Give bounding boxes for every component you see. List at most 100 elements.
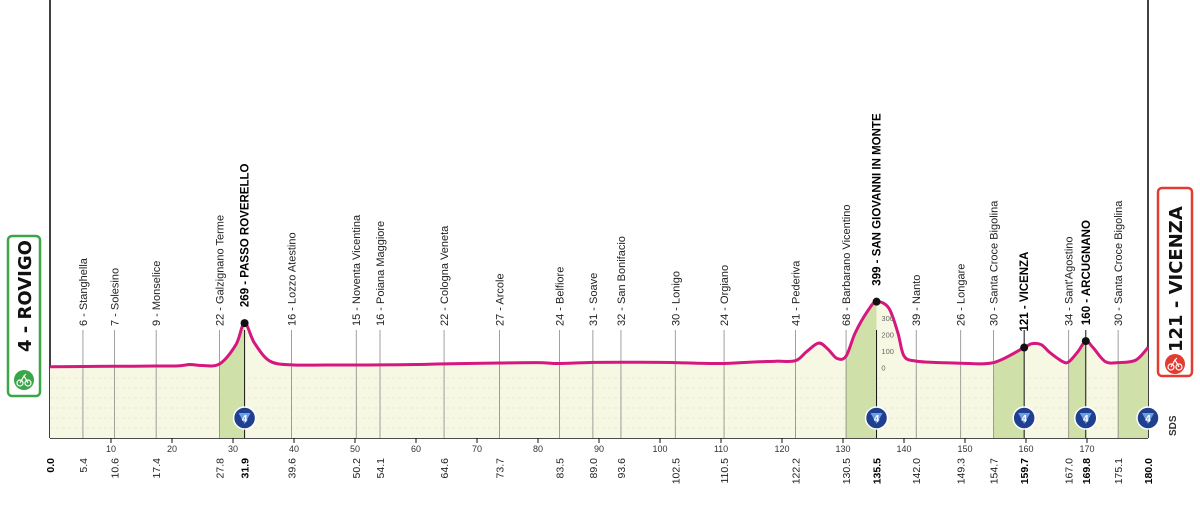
waypoint-label: 22 - Galzignano Terme [215, 215, 227, 326]
start-badge-frame [6, 234, 42, 398]
waypoint-labels-layer: 6 - Stanghella 7 - Solesino 9 - Monselice 2… [78, 113, 1125, 352]
km-tick-label: 150 [957, 444, 972, 454]
start-badge: 4 - ROVIGO [6, 234, 42, 398]
climb-category-label: 4 [1021, 414, 1027, 425]
inset-scale-label: 100 [881, 347, 894, 356]
start-location-label: 4 - ROVIGO [15, 240, 36, 352]
km-tick-label: 80 [533, 444, 543, 454]
distance-label: 110.5 [719, 458, 731, 484]
distance-label: 31.9 [240, 458, 252, 479]
km-tick-label: 130 [835, 444, 850, 454]
climb-summit-label: 269 - PASSO ROVERELLO [240, 163, 252, 307]
distance-label: 17.4 [151, 458, 163, 479]
climb-category-label: 4 [1145, 414, 1151, 425]
summit-point [1020, 343, 1029, 352]
waypoint-label: 68 - Barbarano Vicentino [841, 205, 853, 327]
distance-label: 159.7 [1019, 458, 1031, 484]
distance-label: 39.6 [287, 458, 299, 479]
waypoint-label: 16 - Poiana Maggiore [375, 221, 387, 326]
distance-labels-layer: 0.0 5.4 10.6 17.4 27.8 31.9 39.6 50.2 54.1 64.6 73… [45, 458, 1155, 484]
waypoint-label: 6 - Stanghella [78, 257, 90, 326]
finish-badge-frame [1156, 186, 1194, 378]
climb-triangle-icon [1079, 413, 1092, 424]
distance-label: 54.1 [375, 458, 387, 479]
start-cyclist-wheel-icon [24, 379, 32, 387]
climb-triangle-icon [1142, 413, 1154, 424]
climb-category-marker: 4 [1012, 406, 1036, 430]
distance-label: 5.4 [78, 458, 90, 473]
inset-scale-label: 0 [881, 364, 885, 373]
km-tick-label: 110 [714, 444, 728, 454]
inset-scale: 300 200 100 0 [881, 314, 894, 373]
waypoint-label: 41 - Pederiva [790, 260, 802, 326]
distance-label: 154.7 [989, 458, 1001, 484]
distance-label: 142.0 [911, 458, 923, 484]
start-cyclist-wheel-icon [16, 379, 24, 387]
waypoint-label: 39 - Nanto [911, 275, 923, 326]
waypoint-label: 15 - Noventa Vicentina [351, 214, 363, 326]
distance-label: 167.0 [1064, 458, 1076, 484]
distance-label: 130.5 [841, 458, 853, 484]
km-tick-label: 30 [228, 444, 238, 454]
climb-triangle-icon [1018, 413, 1031, 424]
distance-label: 102.5 [670, 458, 682, 484]
waypoint-label: 16 - Lozzo Atestino [287, 232, 299, 326]
waypoint-label: 9 - Monselice [151, 261, 163, 326]
waypoint-label: 24 - Orgiano [719, 265, 731, 326]
distance-label: 83.5 [554, 458, 566, 479]
climb-triangle-icon [238, 413, 251, 424]
finish-cyclist-wheel-icon [1167, 363, 1175, 371]
climb-summit-label: 121 - VICENZA [1019, 252, 1031, 332]
waypoint-label: 34 - Sant'Agostino [1064, 236, 1076, 326]
climb-category-marker: 4 [232, 406, 257, 430]
finish-badge: 121 - VICENZA [1156, 186, 1194, 378]
distance-label: 73.7 [495, 458, 507, 479]
finish-cyclist-frame-icon [1170, 357, 1180, 368]
climb-category-label: 4 [874, 414, 880, 425]
distance-label: 89.0 [588, 458, 600, 479]
waypoint-label: 30 - Santa Croce Bigolina [1113, 200, 1125, 326]
climb-summit-label: 160 - ARCUGNANO [1081, 220, 1093, 325]
distance-label: 0.0 [45, 458, 57, 473]
climb-category-label: 4 [242, 414, 248, 425]
summit-point [240, 319, 249, 328]
waypoint-label: 30 - Santa Croce Bigolina [989, 200, 1001, 326]
distance-label: 180.0 [1143, 458, 1155, 484]
climb-summit-label: 399 - SAN GIOVANNI IN MONTE [872, 113, 884, 286]
inset-scale-label: 300 [881, 314, 894, 323]
climb-category-marker: 4 [864, 406, 889, 430]
waypoint-label: 31 - Soave [588, 273, 600, 326]
distance-label: 169.8 [1081, 458, 1093, 484]
climb-zone [846, 301, 877, 438]
km-tick-label: 40 [289, 444, 299, 454]
finish-cyclist-wheel-icon [1175, 363, 1183, 371]
km-tick-label: 60 [411, 444, 421, 454]
climb-category-marker: 4 [1074, 406, 1098, 430]
km-tick-label: 160 [1018, 444, 1033, 454]
finish-location-label: 121 - VICENZA [1166, 206, 1187, 352]
km-tick-label: 120 [774, 444, 789, 454]
start-cyclist-frame-icon [19, 373, 29, 384]
start-cyclist-icon [14, 370, 34, 390]
summit-point [1081, 337, 1090, 346]
waypoint-label: 27 - Arcole [495, 273, 507, 326]
climb-category-marker: 4 [1136, 406, 1160, 430]
distance-label: 149.3 [956, 458, 968, 484]
waypoint-label: 26 - Longare [956, 264, 968, 326]
km-tick-label: 140 [896, 444, 911, 454]
brand-logo: SDS [1168, 415, 1179, 436]
distance-label: 64.6 [439, 458, 451, 479]
km-tick-label: 90 [594, 444, 604, 454]
km-tick-label: 70 [472, 444, 482, 454]
climb-triangle-icon [870, 413, 883, 424]
km-tick-label: 50 [350, 444, 360, 454]
distance-label: 122.2 [790, 458, 802, 484]
waypoint-label: 32 - San Bonifacio [616, 236, 628, 326]
profile-line-layer [49, 300, 1150, 369]
waypoint-label: 24 - Belfiore [554, 267, 566, 326]
waypoint-label: 7 - Solesino [110, 268, 122, 326]
distance-label: 10.6 [110, 458, 122, 479]
distance-label: 93.6 [616, 458, 628, 479]
